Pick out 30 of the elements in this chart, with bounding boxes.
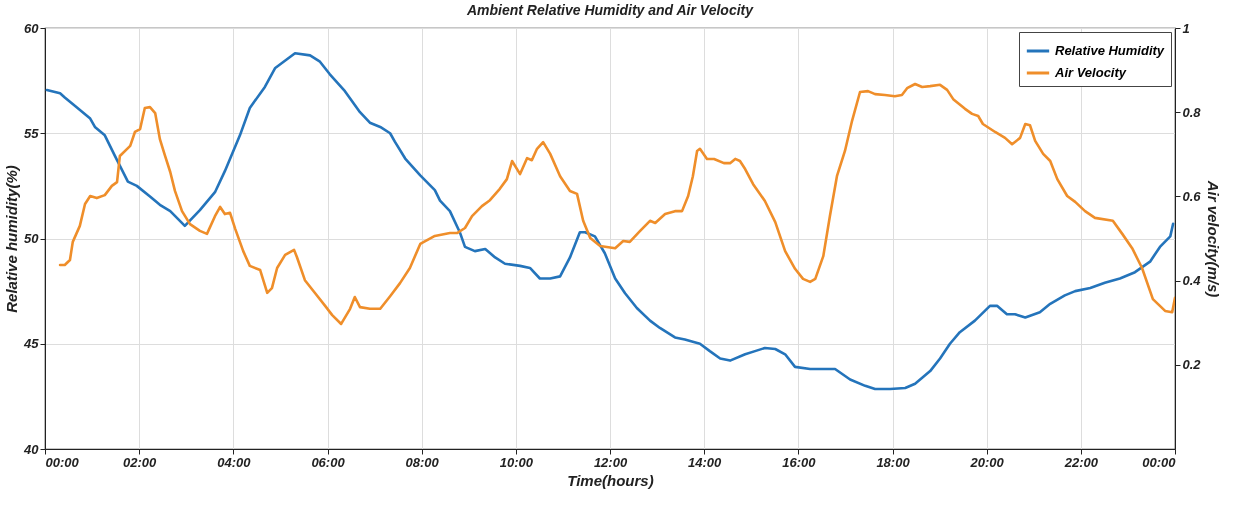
- x-tick-label: 08:00: [405, 454, 440, 470]
- x-tick-label: 22:00: [1063, 454, 1099, 470]
- y2-tick-label: 0.2: [1182, 357, 1202, 373]
- x-tick-label: 16:00: [782, 454, 817, 470]
- y-tick-label: 45: [23, 336, 40, 352]
- y2-tick-label: 0.4: [1182, 273, 1202, 289]
- y2-tick-label: 1: [1182, 20, 1190, 36]
- x-tick-label: 04:00: [217, 454, 252, 470]
- x-tick-label: 10:00: [499, 454, 534, 470]
- legend-label: Air Velocity: [1054, 65, 1127, 80]
- y-tick-label: 40: [23, 441, 40, 457]
- y-tick-label: 55: [24, 125, 40, 141]
- x-tick-label: 02:00: [123, 454, 158, 470]
- x-axis-title: Time(hours): [567, 471, 654, 489]
- legend-label: Relative Humidity: [1055, 43, 1165, 58]
- y2-axis-title: Air velocity(m/s): [1204, 179, 1222, 298]
- x-tick-label: 12:00: [593, 454, 628, 470]
- x-tick-label: 14:00: [688, 454, 723, 470]
- line-series: [58, 82, 1175, 326]
- y-axis-title: Relative humidity(%): [3, 165, 21, 313]
- y-tick-label: 50: [24, 231, 40, 246]
- y-tick-label: 60: [24, 20, 40, 36]
- x-tick-label: 18:00: [876, 454, 911, 470]
- chart-title: Ambient Relative Humidity and Air Velocity: [465, 2, 755, 18]
- x-tick-label: 06:00: [311, 454, 346, 470]
- y2-tick-label: 0.6: [1182, 188, 1202, 204]
- x-tick-label: 20:00: [969, 454, 1005, 470]
- x-tick-label: 00:00: [1142, 454, 1177, 470]
- y2-tick-label: 0.8: [1182, 104, 1202, 120]
- x-tick-label: 00:00: [45, 454, 80, 470]
